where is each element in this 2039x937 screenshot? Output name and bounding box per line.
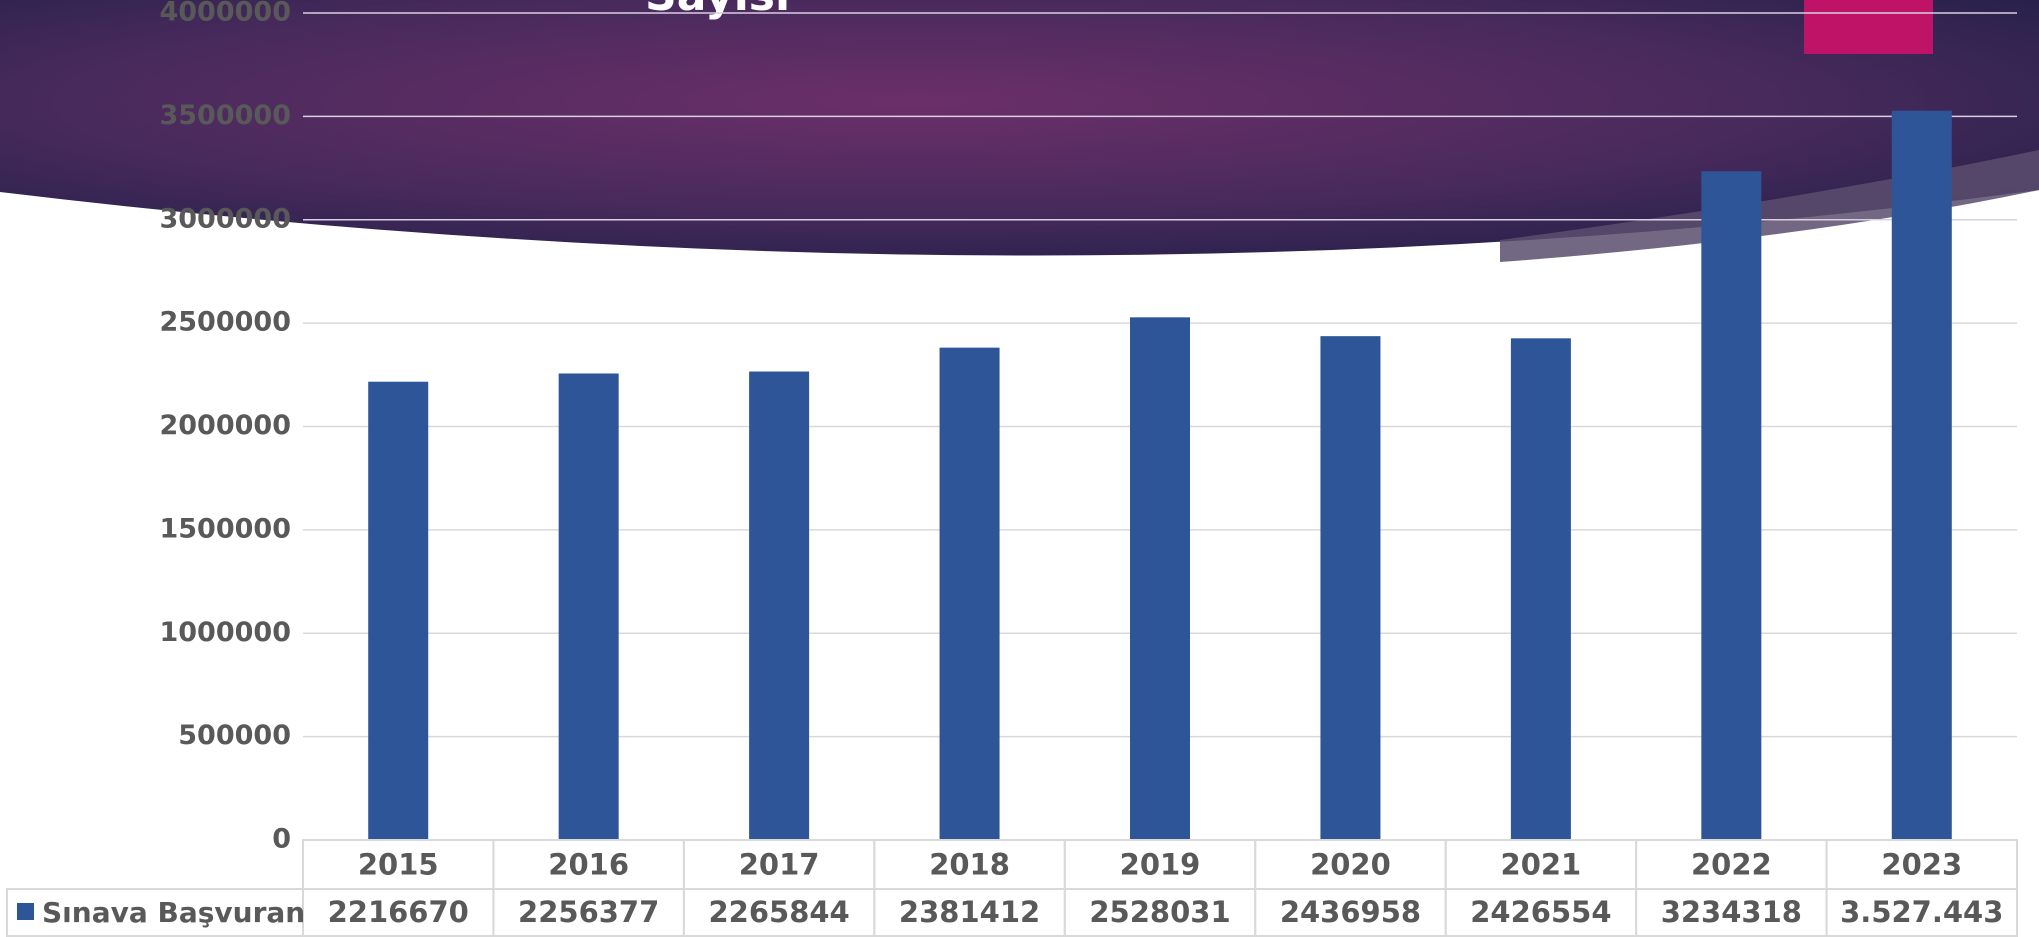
- x-tick-label: 2021: [1501, 848, 1582, 882]
- x-tick-label: 2020: [1310, 848, 1391, 882]
- bar: [939, 347, 1000, 840]
- y-tick-label: 2500000: [159, 307, 291, 338]
- bar: [1701, 171, 1762, 840]
- y-tick-label: 3500000: [159, 100, 291, 131]
- y-tick-label: 500000: [178, 720, 291, 751]
- x-tick-label: 2023: [1881, 848, 1962, 882]
- bar: [1510, 338, 1571, 840]
- data-label: 2381412: [899, 895, 1040, 929]
- data-label: 2436958: [1280, 895, 1421, 929]
- bar: [1891, 110, 1952, 840]
- legend-label: Sınava Başvuran: [42, 896, 305, 929]
- data-label: 2265844: [708, 895, 849, 929]
- x-tick-label: 2016: [548, 848, 629, 882]
- data-label: 2426554: [1470, 895, 1611, 929]
- table-cell: [1825, 888, 2018, 937]
- bar: [368, 381, 429, 840]
- data-label: 2528031: [1089, 895, 1230, 929]
- data-label: 3234318: [1661, 895, 1802, 929]
- legend-swatch: [17, 903, 34, 920]
- x-tick-label: 2015: [358, 848, 439, 882]
- y-tick-label: 2000000: [159, 410, 291, 441]
- bar: [749, 371, 810, 840]
- bar: [1320, 336, 1381, 840]
- y-tick-label: 3000000: [159, 203, 291, 234]
- x-tick-label: 2018: [929, 848, 1010, 882]
- y-tick-label: 0: [272, 824, 291, 855]
- x-tick-label: 2019: [1120, 848, 1201, 882]
- y-tick-label: 1500000: [159, 513, 291, 544]
- x-tick-label: 2017: [739, 848, 820, 882]
- y-tick-label: 1000000: [159, 617, 291, 648]
- data-label: 3.527.443: [1840, 895, 2003, 929]
- data-label: 2256377: [518, 895, 659, 929]
- y-tick-label: 4000000: [159, 0, 291, 28]
- data-label: 2216670: [328, 895, 469, 929]
- bar: [1130, 317, 1190, 840]
- x-tick-label: 2022: [1691, 848, 1772, 882]
- chart-title: Sayısı: [645, 0, 790, 21]
- header-band: [0, 0, 2039, 256]
- table-cell: [6, 888, 304, 937]
- accent-box: [1804, 0, 1933, 54]
- bar: [558, 373, 619, 840]
